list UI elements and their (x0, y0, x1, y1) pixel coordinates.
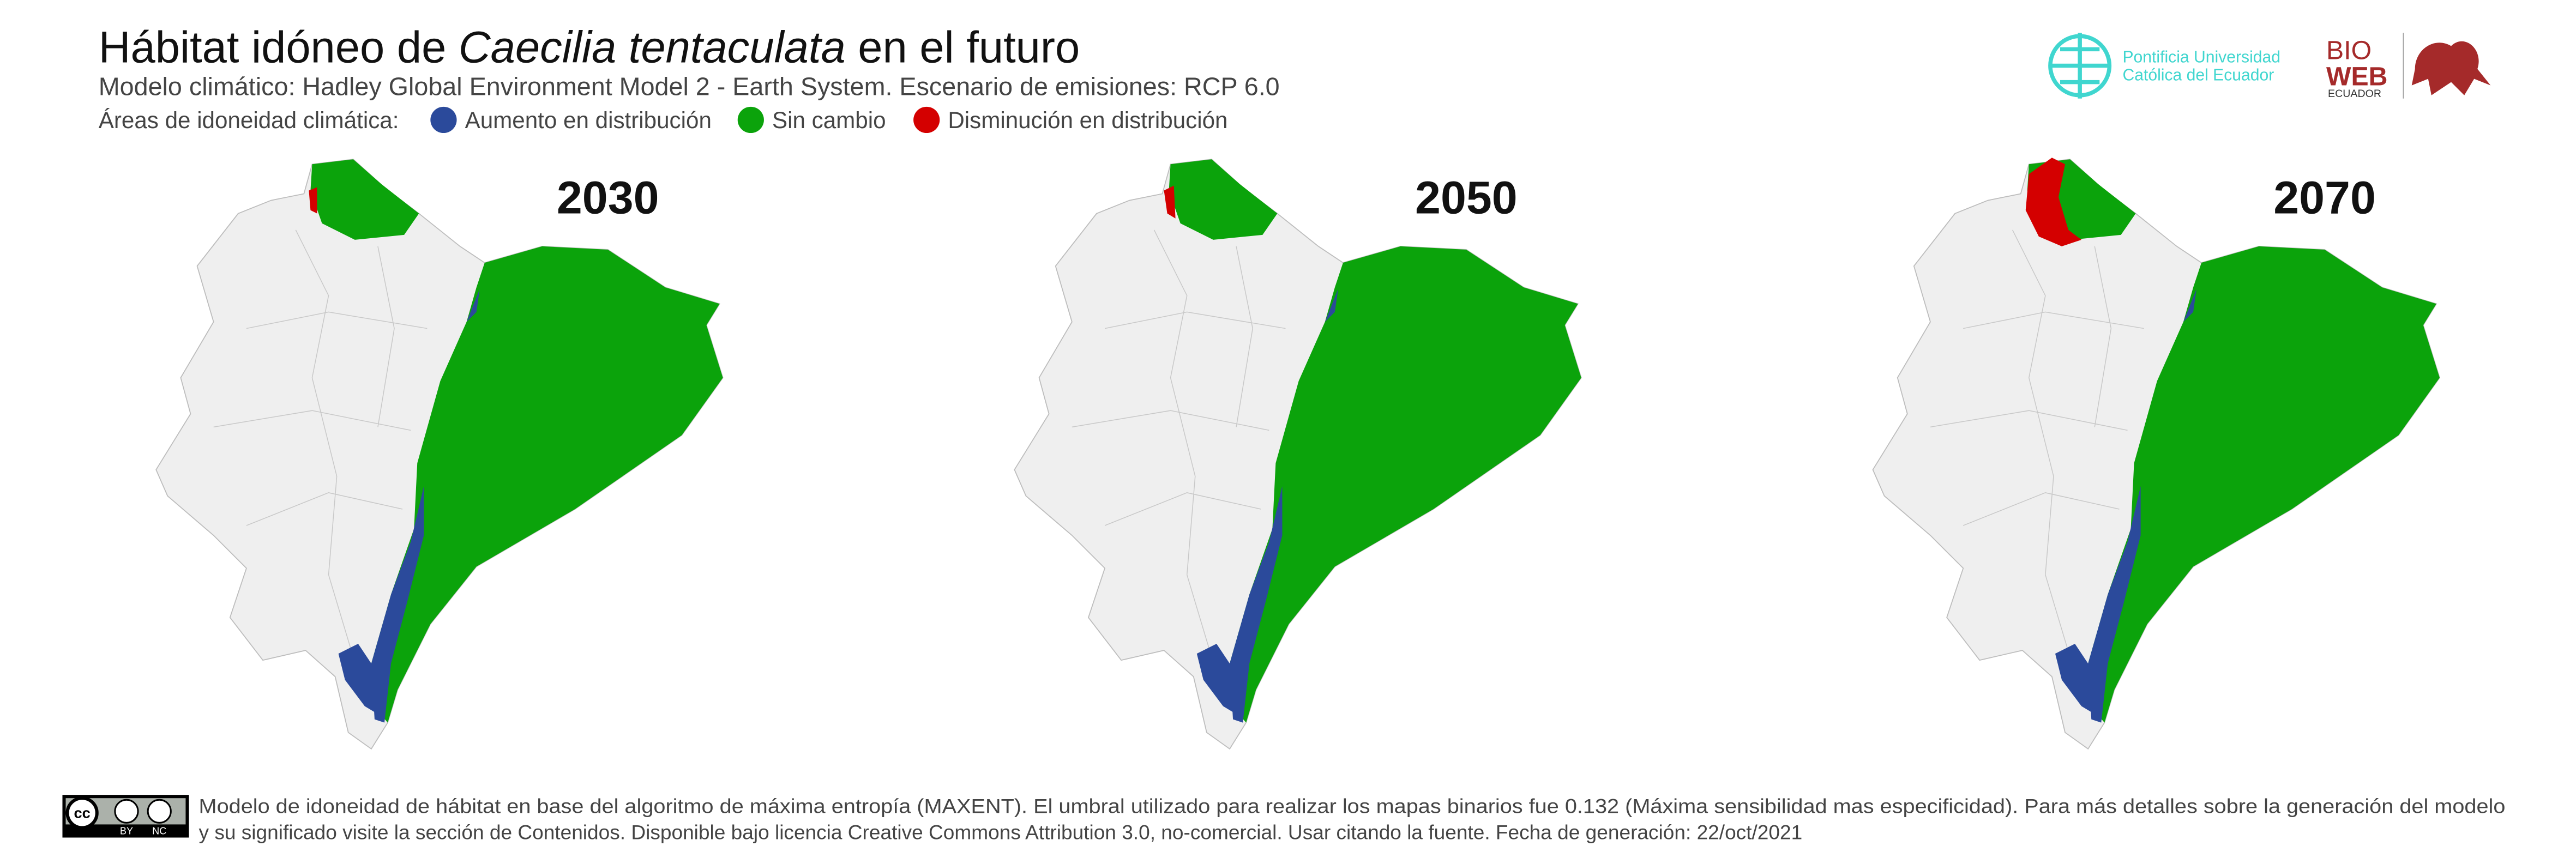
title: Hábitat idóneo de Caecilia tentaculata e… (99, 22, 1080, 72)
map: 2030 (155, 158, 724, 750)
subtitle: Modelo climático: Hadley Global Environm… (99, 72, 1280, 101)
badge-text: NC (152, 825, 166, 836)
footer-text: y su significado visite la sección de Co… (199, 821, 1803, 844)
title-start: Hábitat idóneo de (99, 22, 459, 72)
area-decrease (2025, 158, 2082, 246)
title-species: Caecilia tentaculata (459, 22, 846, 72)
title-end: en el futuro (846, 22, 1080, 72)
legend-item: Sin cambio (772, 107, 886, 133)
logo-text: ECUADOR (2328, 88, 2381, 100)
logo-text: Pontificia Universidad (2122, 48, 2280, 66)
map: 2050 (1013, 158, 1582, 750)
area-decrease (309, 187, 317, 214)
legend-label: Áreas de idoneidad climática: (99, 107, 399, 133)
legend-swatch (737, 106, 764, 134)
area-decrease (1164, 185, 1176, 219)
logo-text: Católica del Ecuador (2122, 67, 2274, 84)
logo-icon (2050, 33, 2110, 99)
map: 2070 (1872, 158, 2441, 750)
footer-text: Modelo de idoneidad de hábitat en base d… (199, 794, 2506, 817)
cc-badge: cc BY NC (62, 795, 189, 838)
logo-text: WEB (2326, 62, 2387, 92)
legend: Áreas de idoneidad climática: Aumento en… (99, 106, 1228, 134)
badge-text: BY (120, 825, 133, 836)
map-year: 2030 (557, 172, 659, 223)
badge-icon (147, 799, 172, 824)
logo-frog (2411, 41, 2491, 95)
badge-icon (65, 796, 99, 830)
badge-text: cc (74, 804, 91, 821)
legend-swatch (913, 106, 940, 134)
logo-bioweb: BIO WEB ECUADOR (2326, 33, 2491, 100)
legend-item: Aumento en distribución (465, 107, 712, 133)
map-year: 2050 (1415, 172, 1518, 223)
logo-text: BIO (2326, 35, 2372, 65)
logo-puce: Pontificia Universidad Católica del Ecua… (2048, 33, 2280, 99)
map-year: 2070 (2273, 172, 2376, 223)
legend-swatch (430, 106, 457, 134)
legend-item: Disminución en distribución (948, 107, 1227, 133)
badge-icon (114, 799, 139, 824)
maps: 2030 2050 2070 (155, 158, 2441, 750)
